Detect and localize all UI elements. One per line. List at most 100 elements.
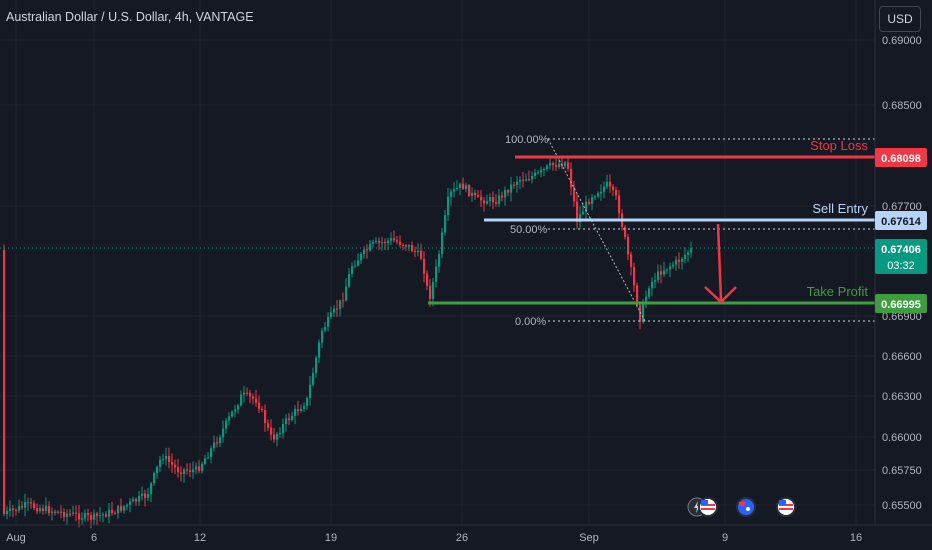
candle-body xyxy=(36,508,39,512)
candle-body xyxy=(465,185,468,189)
stop-loss-price-badge: 0.68098 xyxy=(881,153,921,165)
candle-body xyxy=(72,512,75,514)
take-profit-price-badge: 0.66995 xyxy=(881,299,921,311)
candle-body xyxy=(96,513,99,516)
time-tick-label: 26 xyxy=(456,532,468,544)
candle-body xyxy=(192,469,195,473)
candle-body xyxy=(63,511,66,517)
candle-body xyxy=(555,164,558,167)
candle-body xyxy=(627,236,630,255)
candle-body xyxy=(441,232,444,255)
candle-body xyxy=(423,258,426,274)
candle-body xyxy=(39,508,42,512)
candle-body xyxy=(24,502,27,508)
candle-body xyxy=(180,472,183,474)
candle-body xyxy=(552,163,555,165)
candle-body xyxy=(306,397,309,407)
candle-body xyxy=(123,506,126,511)
candle-body xyxy=(69,513,72,515)
candle-body xyxy=(42,508,45,511)
candle-body xyxy=(114,512,117,514)
candle-body xyxy=(6,510,9,515)
price-tick-label: 0.67700 xyxy=(882,201,922,213)
candle-body xyxy=(51,511,54,514)
candle-body xyxy=(240,394,243,406)
candle-body xyxy=(570,168,573,188)
candle-body xyxy=(102,514,105,516)
candle-body xyxy=(393,238,396,241)
candle-body xyxy=(213,442,216,449)
candle-body xyxy=(141,493,144,496)
candle-body xyxy=(480,196,483,201)
candle-body xyxy=(516,181,519,186)
candle-body xyxy=(33,503,36,509)
candle-body xyxy=(498,195,501,204)
candle-body xyxy=(27,502,30,504)
candle-body xyxy=(258,402,261,409)
candle-body xyxy=(249,392,252,397)
candle-body xyxy=(327,317,330,327)
time-tick-label: 9 xyxy=(722,532,728,544)
candle-body xyxy=(54,511,57,513)
candle-body xyxy=(558,163,561,167)
candle-body xyxy=(252,396,255,399)
candle-body xyxy=(420,250,423,259)
candle-body xyxy=(345,286,348,301)
candle-body xyxy=(624,227,627,237)
sell-entry-price-badge: 0.67614 xyxy=(881,216,922,228)
candle-body xyxy=(414,251,417,253)
candle-body xyxy=(330,312,333,318)
candle-body xyxy=(339,300,342,309)
currency-button[interactable]: USD xyxy=(879,6,921,32)
candle-body xyxy=(354,265,357,267)
candle-body xyxy=(453,189,456,192)
candle-body xyxy=(456,188,459,190)
candle-body xyxy=(57,511,60,513)
candle-body xyxy=(504,189,507,198)
candle-body xyxy=(537,172,540,174)
candle-body xyxy=(186,469,189,471)
candle-body xyxy=(273,434,276,440)
candle-body xyxy=(198,466,201,471)
candle-body xyxy=(165,455,168,460)
candle-body xyxy=(567,162,570,169)
price-tick-label: 0.65500 xyxy=(882,500,922,512)
price-badges: 0.68098 0.67614 0.67406 03:32 0.66995 xyxy=(875,148,927,313)
candle-body xyxy=(135,499,138,502)
candle-body xyxy=(372,241,375,244)
candle-body xyxy=(381,242,384,244)
chart-drawings: 100.00% 50.00% 0.00% Stop Loss Sell Entr… xyxy=(0,134,875,328)
candle-body xyxy=(525,179,528,181)
candle-body xyxy=(543,169,546,171)
candle-body xyxy=(126,504,129,507)
candle-body xyxy=(246,392,249,394)
candle-body xyxy=(276,434,279,440)
candle-body xyxy=(291,415,294,420)
candle-body xyxy=(690,248,693,253)
stop-loss-label: Stop Loss xyxy=(810,138,868,153)
candle-body xyxy=(261,408,264,411)
candle-body xyxy=(105,514,108,517)
candle-body xyxy=(417,250,420,252)
time-tick-label: Sep xyxy=(579,532,599,544)
candle-body xyxy=(81,518,84,520)
candle-body xyxy=(342,300,345,302)
candle-body xyxy=(684,254,687,259)
candle-body xyxy=(546,165,549,170)
candle-body xyxy=(540,169,543,173)
candle-body xyxy=(636,285,639,306)
candle-body xyxy=(432,281,435,299)
candle-body xyxy=(15,509,18,511)
candle-body xyxy=(666,269,669,271)
candle-body xyxy=(348,273,351,287)
candle-body xyxy=(582,211,585,215)
current-price-badge: 0.67406 xyxy=(881,244,921,256)
take-profit-label: Take Profit xyxy=(807,284,869,299)
candle-body xyxy=(597,193,600,197)
candle-body xyxy=(660,271,663,275)
candle-body xyxy=(312,372,315,385)
price-tick-label: 0.65750 xyxy=(882,465,922,477)
candle-body xyxy=(150,483,153,495)
candle-body xyxy=(642,303,645,322)
